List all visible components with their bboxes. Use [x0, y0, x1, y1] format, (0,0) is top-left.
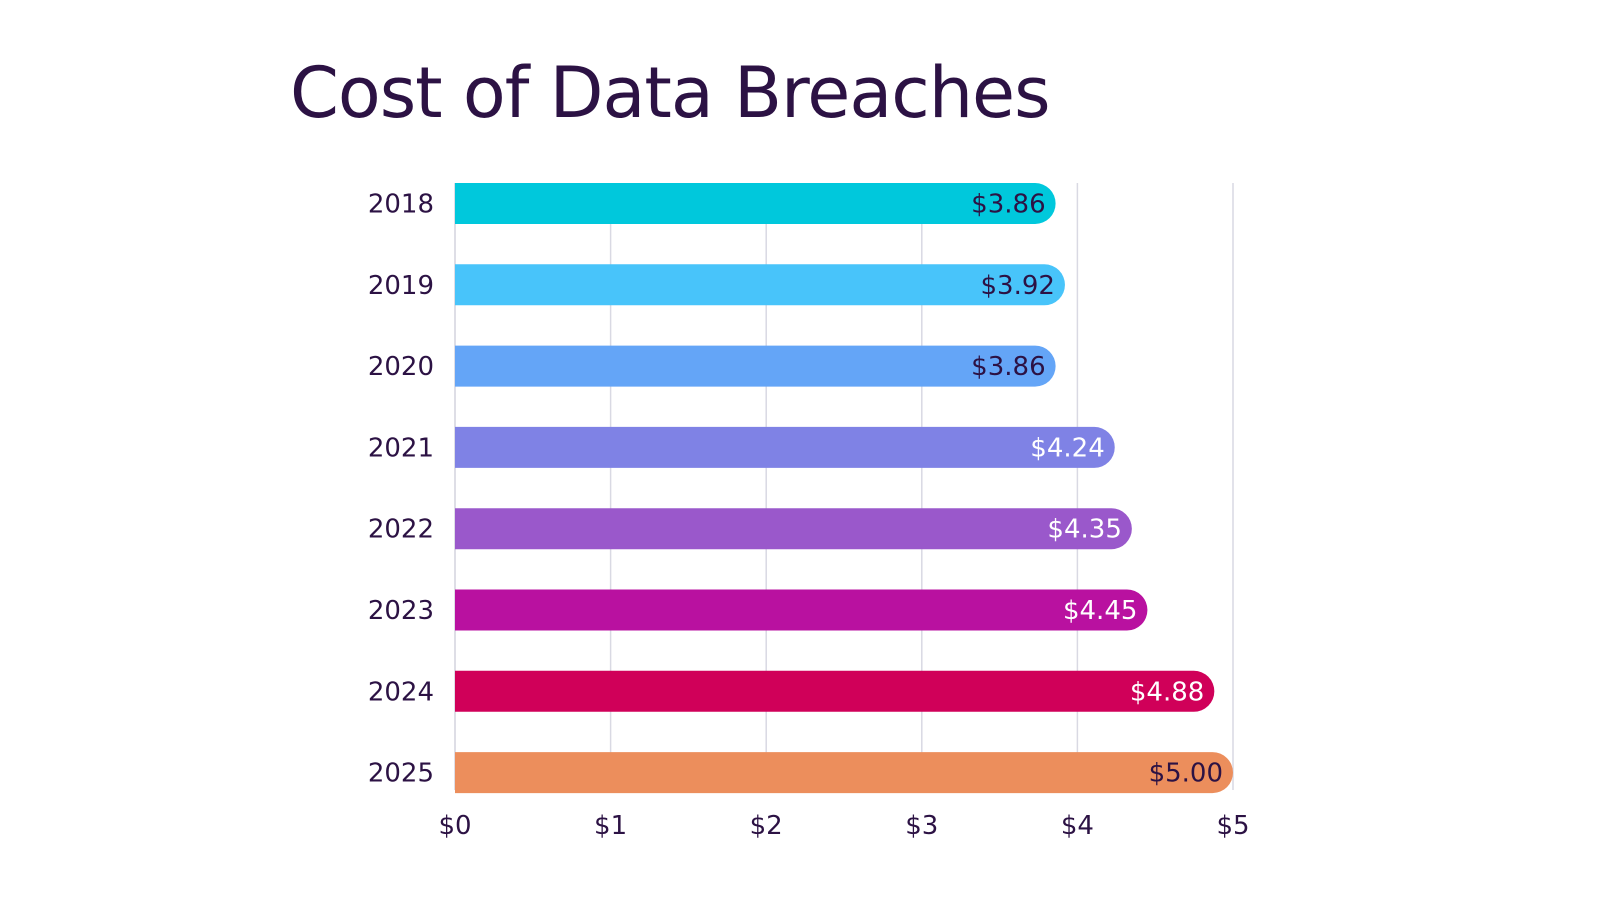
value-label: $4.35 — [1047, 515, 1121, 545]
chart-title: Cost of Data Breaches — [290, 52, 1051, 134]
category-label: 2020 — [368, 352, 434, 382]
value-label: $4.24 — [1030, 433, 1104, 463]
category-label: 2018 — [368, 190, 434, 220]
bar-2024 — [455, 670, 1215, 712]
category-label: 2023 — [368, 596, 434, 626]
bar-2019 — [455, 264, 1065, 306]
bar-2023 — [455, 589, 1148, 631]
category-label: 2024 — [368, 677, 434, 707]
x-tick-label: $1 — [594, 811, 627, 841]
value-label: $3.86 — [971, 352, 1045, 382]
bar-2020 — [455, 345, 1056, 387]
x-tick-label: $5 — [1216, 811, 1249, 841]
bar-layer — [455, 183, 1233, 794]
bar-2018 — [455, 183, 1056, 224]
x-tick-label: $2 — [750, 811, 783, 841]
bar-2025 — [455, 752, 1233, 794]
value-label: $3.86 — [971, 190, 1045, 220]
x-tick-label: $3 — [905, 811, 938, 841]
bar-2022 — [455, 508, 1132, 550]
value-label: $5.00 — [1149, 759, 1223, 789]
bar-2021 — [455, 426, 1115, 468]
label-layer: $0 $1 $2 $3 $4 $5 2018 $3.86 2019 $3.92 2020 $3.86 2… — [368, 190, 1250, 842]
category-label: 2022 — [368, 515, 434, 545]
category-label: 2019 — [368, 271, 434, 301]
x-tick-label: $0 — [438, 811, 471, 841]
category-label: 2025 — [368, 759, 434, 789]
value-label: $3.92 — [981, 271, 1055, 301]
x-tick-label: $4 — [1061, 811, 1094, 841]
value-label: $4.45 — [1063, 596, 1137, 626]
category-label: 2021 — [368, 433, 434, 463]
value-label: $4.88 — [1130, 677, 1204, 707]
